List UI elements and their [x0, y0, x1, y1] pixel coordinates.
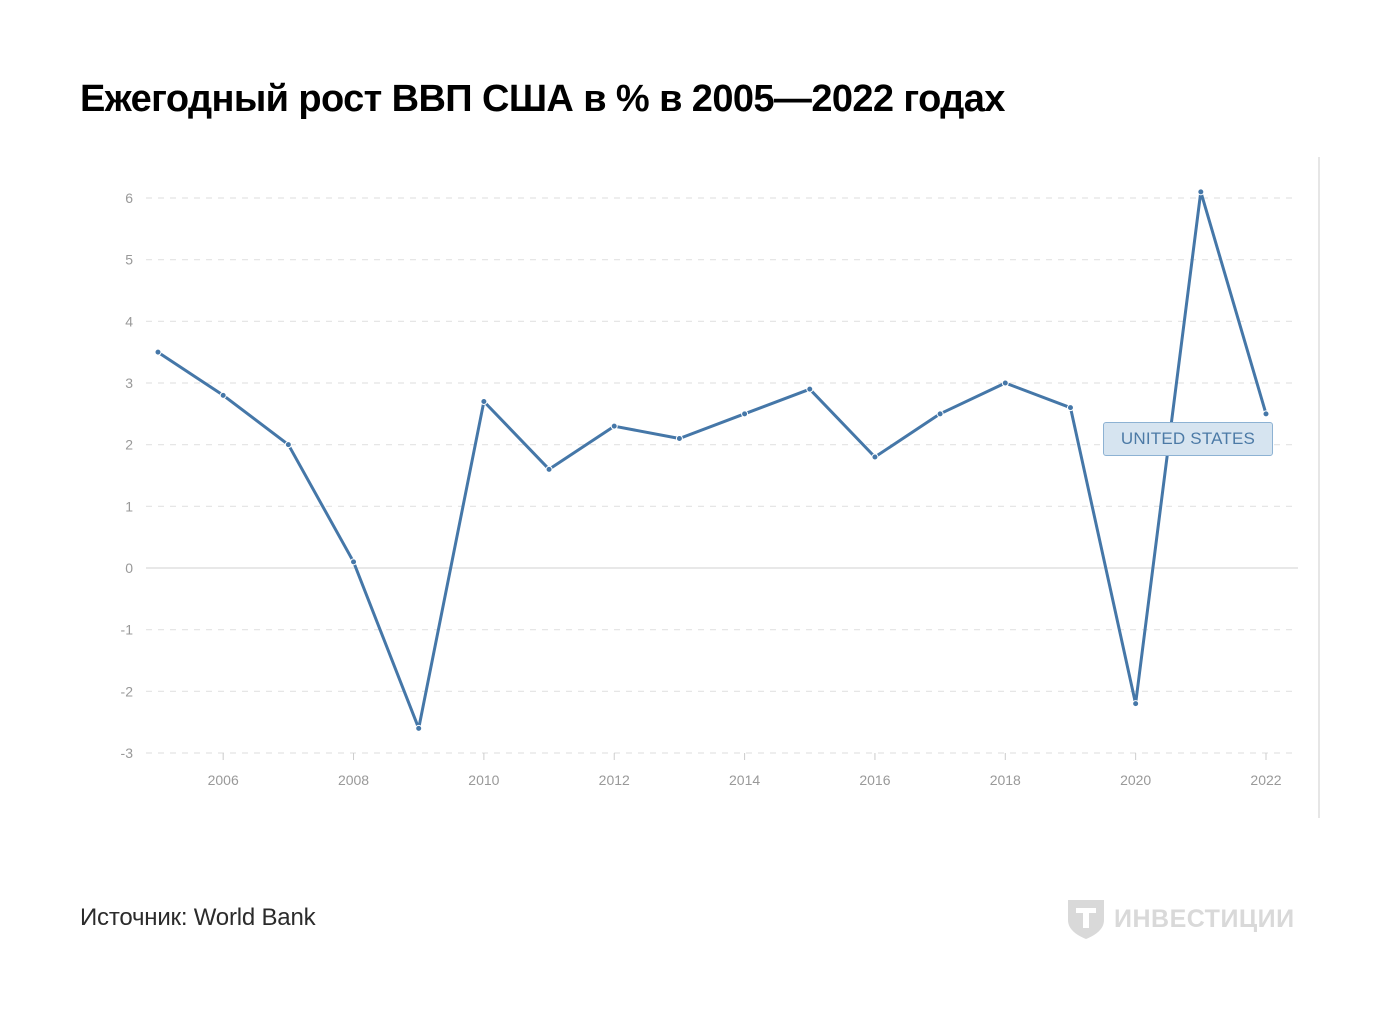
y-tick-label: 3 [125, 375, 133, 391]
data-point [1066, 404, 1074, 412]
data-point [284, 441, 292, 449]
x-tick-label: 2016 [859, 772, 890, 788]
source-caption: Источник: World Bank [80, 904, 316, 931]
data-point [219, 391, 227, 399]
y-tick-label: 5 [125, 252, 133, 268]
data-point [545, 465, 553, 473]
data-point [1262, 410, 1270, 418]
series-line [156, 190, 1268, 730]
y-tick-label: 0 [125, 560, 133, 576]
y-tick-label: -3 [121, 745, 134, 761]
data-point [610, 422, 618, 430]
data-point [806, 385, 814, 393]
brand-text: ИНВЕСТИЦИИ [1114, 904, 1295, 933]
x-tick-label: 2006 [208, 772, 239, 788]
x-tick-label: 2012 [599, 772, 630, 788]
data-point [1132, 700, 1140, 708]
data-point [480, 398, 488, 405]
x-tick-label: 2022 [1250, 772, 1281, 788]
data-point [871, 453, 879, 461]
y-tick-label: -1 [121, 622, 134, 638]
data-point [154, 348, 162, 356]
data-point [1197, 188, 1205, 196]
x-tick-label: 2008 [338, 772, 369, 788]
y-tick-label: 1 [125, 498, 133, 514]
page-title: Ежегодный рост ВВП США в % в 2005—2022 г… [80, 78, 1005, 120]
data-point [415, 724, 423, 732]
tinkoff-shield-icon [1068, 900, 1104, 939]
y-tick-label: 6 [125, 190, 133, 206]
data-point [1001, 379, 1009, 387]
brand-logo: ИНВЕСТИЦИИ [1066, 898, 1295, 940]
data-point [741, 410, 749, 418]
x-tick-label: 2014 [729, 772, 760, 788]
x-tick-label: 2020 [1120, 772, 1151, 788]
y-tick-label: -2 [121, 683, 134, 699]
y-tick-label: 2 [125, 437, 133, 453]
data-point [350, 558, 358, 566]
data-point [675, 435, 683, 442]
series-legend-label: UNITED STATES [1103, 422, 1273, 456]
y-tick-label: 4 [125, 313, 133, 329]
x-tick-label: 2018 [990, 772, 1021, 788]
x-tick-label: 2010 [468, 772, 499, 788]
data-point [936, 410, 944, 418]
